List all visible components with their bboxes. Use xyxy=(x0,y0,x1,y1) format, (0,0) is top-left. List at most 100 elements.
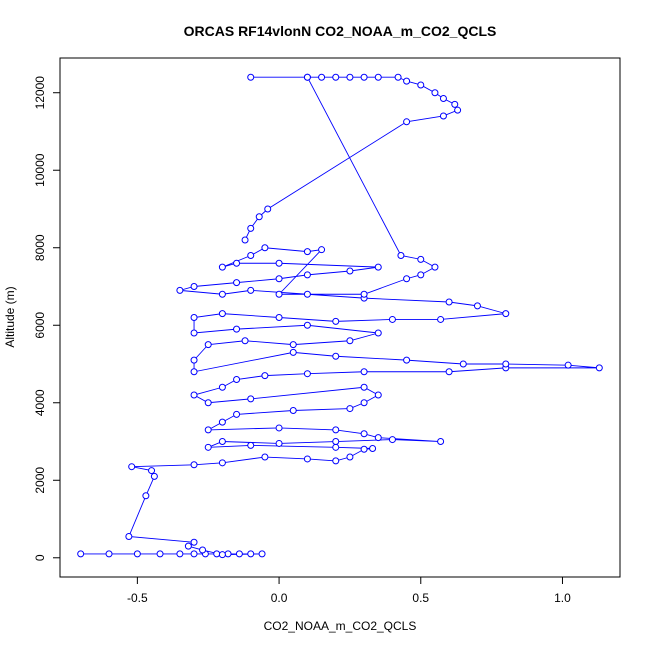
point xyxy=(332,317,340,325)
point xyxy=(303,370,311,378)
point xyxy=(148,467,156,475)
point xyxy=(224,550,232,558)
chart-title: ORCAS RF14vlonN CO2_NOAA_m_CO2_QCLS xyxy=(184,23,497,39)
point xyxy=(218,459,226,467)
point xyxy=(233,279,241,287)
point xyxy=(437,315,445,323)
point xyxy=(289,341,297,349)
point xyxy=(264,205,272,213)
point xyxy=(332,352,340,360)
point xyxy=(77,550,85,558)
point xyxy=(595,364,603,372)
point xyxy=(289,348,297,356)
point xyxy=(190,461,198,469)
point xyxy=(176,286,184,294)
point xyxy=(332,438,340,446)
y-tick-label: 4000 xyxy=(33,389,47,416)
point xyxy=(247,550,255,558)
point xyxy=(388,436,396,444)
point xyxy=(473,302,481,310)
point xyxy=(199,546,207,554)
point xyxy=(431,263,439,271)
point xyxy=(374,263,382,271)
point xyxy=(374,329,382,337)
x-axis-label: CO2_NOAA_m_CO2_QCLS xyxy=(264,619,417,633)
point xyxy=(190,329,198,337)
point xyxy=(303,271,311,279)
y-axis-label: Altitude (m) xyxy=(3,286,17,347)
point xyxy=(417,271,425,279)
point xyxy=(233,410,241,418)
point xyxy=(346,453,354,461)
point xyxy=(445,298,453,306)
point xyxy=(346,267,354,275)
y-tick-label: 2000 xyxy=(33,467,47,494)
point xyxy=(247,441,255,449)
point xyxy=(445,368,453,376)
point xyxy=(190,538,198,546)
point xyxy=(318,246,326,254)
point xyxy=(204,443,212,451)
point xyxy=(346,405,354,413)
point xyxy=(360,73,368,81)
point xyxy=(261,244,269,252)
point xyxy=(241,337,249,345)
point xyxy=(437,438,445,446)
point xyxy=(502,360,510,368)
point xyxy=(233,325,241,333)
point xyxy=(218,551,226,559)
point xyxy=(431,89,439,97)
point xyxy=(564,361,572,369)
point xyxy=(417,81,425,89)
point xyxy=(289,407,297,415)
point xyxy=(303,321,311,329)
point xyxy=(332,443,340,451)
y-tick-label: 12000 xyxy=(33,76,47,110)
point xyxy=(275,314,283,321)
point xyxy=(261,453,269,461)
x-tick-label: -0.5 xyxy=(127,591,148,605)
point xyxy=(403,118,411,126)
plot-frame xyxy=(59,57,621,578)
point xyxy=(190,356,198,364)
point xyxy=(275,259,283,267)
point xyxy=(247,286,255,294)
x-tick-label: 0.5 xyxy=(412,591,429,605)
point xyxy=(275,439,283,447)
point xyxy=(403,356,411,364)
point xyxy=(133,550,141,558)
y-tick-label: 10000 xyxy=(33,153,47,187)
point xyxy=(417,255,425,263)
point xyxy=(204,426,212,434)
point xyxy=(150,472,158,480)
point xyxy=(184,542,192,550)
point xyxy=(303,455,311,463)
point xyxy=(128,463,136,471)
point xyxy=(459,360,467,368)
point xyxy=(439,112,447,120)
point xyxy=(125,532,133,540)
y-tick-label: 8000 xyxy=(33,234,47,261)
point xyxy=(403,275,411,283)
point xyxy=(204,399,212,407)
point xyxy=(275,290,283,298)
point xyxy=(303,290,311,298)
point xyxy=(218,310,226,318)
point xyxy=(218,418,226,426)
point xyxy=(247,251,255,259)
point xyxy=(439,95,447,103)
point xyxy=(233,376,241,384)
point xyxy=(454,106,462,114)
point xyxy=(394,73,402,81)
point xyxy=(190,368,198,376)
point xyxy=(332,457,340,465)
point xyxy=(142,492,150,500)
point xyxy=(275,275,283,283)
point xyxy=(346,337,354,345)
point xyxy=(204,341,212,349)
point xyxy=(247,224,255,232)
point xyxy=(218,383,226,391)
point xyxy=(374,391,382,399)
point xyxy=(176,550,184,558)
